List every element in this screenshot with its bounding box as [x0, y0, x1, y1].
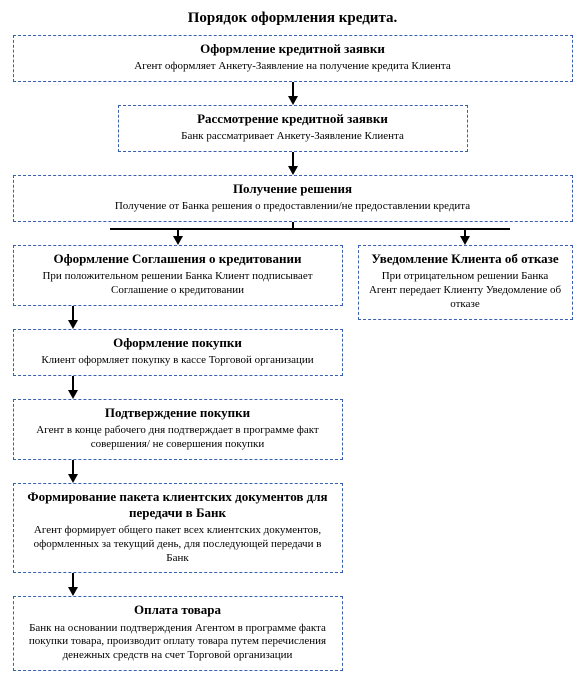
node-purchase-desc: Клиент оформляет покупку в кассе Торгово… — [22, 354, 334, 368]
node-application-title: Оформление кредитной заявки — [22, 41, 564, 57]
node-application-desc: Агент оформляет Анкету-Заявление на полу… — [22, 60, 564, 74]
flow-root: Оформление кредитной заявки Агент оформл… — [12, 35, 573, 671]
node-payment: Оплата товара Банк на основании подтверж… — [13, 596, 343, 671]
arrow-icon — [460, 230, 470, 245]
node-purchase-title: Оформление покупки — [22, 335, 334, 351]
node-refusal: Уведомление Клиента об отказе При отрица… — [358, 245, 573, 320]
diagram-title: Порядок оформления кредита. — [12, 10, 573, 27]
arrow-icon — [288, 82, 298, 105]
branch-container: Оформление Соглашения о кредитовании При… — [13, 222, 573, 671]
arrow-icon — [68, 306, 78, 329]
node-agreement-desc: При положительном решении Банка Клиент п… — [22, 270, 334, 298]
arrow-icon — [68, 376, 78, 399]
arrow-icon — [288, 152, 298, 175]
branch-right: Уведомление Клиента об отказе При отрица… — [358, 230, 573, 671]
node-confirm-title: Подтверждение покупки — [22, 405, 334, 421]
node-docs-desc: Агент формирует общего пакет всех клиент… — [22, 524, 334, 565]
branch-left: Оформление Соглашения о кредитовании При… — [13, 230, 343, 671]
node-purchase: Оформление покупки Клиент оформляет поку… — [13, 329, 343, 376]
node-refusal-desc: При отрицательном решении Банка Агент пе… — [367, 270, 564, 311]
node-confirm: Подтверждение покупки Агент в конце рабо… — [13, 399, 343, 460]
node-docs: Формирование пакета клиентских документо… — [13, 483, 343, 574]
node-agreement-title: Оформление Соглашения о кредитовании — [22, 251, 334, 267]
node-payment-title: Оплата товара — [22, 602, 334, 618]
node-docs-title: Формирование пакета клиентских документо… — [22, 489, 334, 522]
node-payment-desc: Банк на основании подтверждения Агентом … — [22, 622, 334, 663]
node-review-title: Рассмотрение кредитной заявки — [127, 111, 459, 127]
arrow-icon — [173, 230, 183, 245]
node-agreement: Оформление Соглашения о кредитовании При… — [13, 245, 343, 306]
arrow-icon — [68, 460, 78, 483]
node-review-desc: Банк рассматривает Анкету-Заявление Клие… — [127, 130, 459, 144]
node-decision-desc: Получение от Банка решения о предоставле… — [22, 200, 564, 214]
node-decision-title: Получение решения — [22, 181, 564, 197]
node-review: Рассмотрение кредитной заявки Банк рассм… — [118, 105, 468, 152]
node-refusal-title: Уведомление Клиента об отказе — [367, 251, 564, 267]
node-application: Оформление кредитной заявки Агент оформл… — [13, 35, 573, 82]
node-decision: Получение решения Получение от Банка реш… — [13, 175, 573, 222]
arrow-icon — [68, 573, 78, 596]
node-confirm-desc: Агент в конце рабочего дня подтверждает … — [22, 424, 334, 452]
